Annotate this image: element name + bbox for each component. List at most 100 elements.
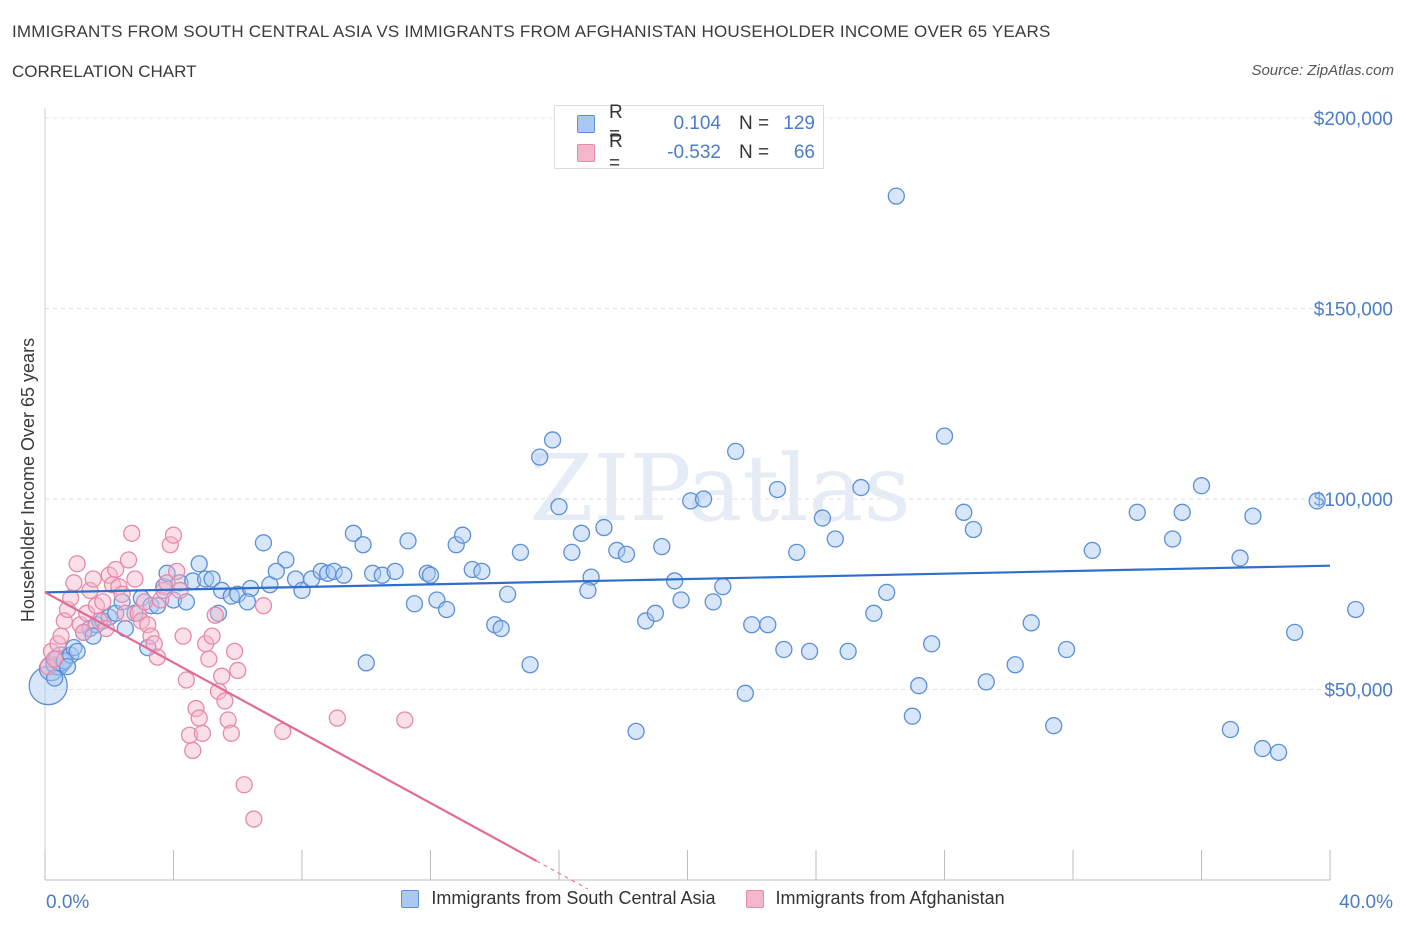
- south-central-asia-point: [1286, 623, 1304, 641]
- afghanistan-point: [254, 597, 273, 615]
- south-central-asia-point: [1128, 503, 1146, 521]
- afghanistan-point: [174, 627, 192, 645]
- legend-n-value-pink: 66: [793, 142, 815, 163]
- south-central-asia-point: [325, 562, 343, 581]
- south-central-asia-point: [768, 480, 787, 499]
- south-central-asia-point: [453, 526, 472, 544]
- south-central-asia-point: [354, 536, 372, 554]
- south-central-asia-point: [28, 666, 68, 706]
- legend-swatch-blue: [401, 889, 420, 908]
- legend-row-pink: R = -0.532 N = 66: [577, 131, 815, 174]
- trend-lines: [44, 564, 1331, 890]
- south-central-asia-point: [203, 570, 221, 588]
- south-central-asia-point: [977, 673, 995, 691]
- south-central-asia-point: [373, 566, 391, 584]
- south-central-asia-point: [1244, 507, 1262, 525]
- south-central-asia-point: [1006, 656, 1024, 674]
- afghanistan-point: [229, 661, 247, 680]
- afghanistan-point: [161, 536, 179, 554]
- south-central-asia-point: [1173, 503, 1191, 521]
- south-central-asia-point: [595, 518, 613, 537]
- afghanistan-point: [45, 650, 64, 668]
- south-central-asia-point: [682, 492, 700, 510]
- south-central-asia-point: [736, 684, 754, 702]
- afghanistan-point: [126, 570, 144, 588]
- legend-item-afghanistan[interactable]: Immigrants from Afghanistan: [745, 888, 1005, 909]
- afghanistan-point: [52, 627, 70, 645]
- south-central-asia-point: [813, 509, 832, 527]
- afghanistan-point: [219, 711, 237, 729]
- afghanistan-point: [187, 699, 205, 718]
- south-central-asia-point: [1192, 477, 1211, 495]
- south-central-asia-point: [68, 642, 86, 661]
- south-central-asia-point: [1045, 717, 1063, 735]
- south-central-asia-point: [759, 616, 777, 634]
- afghanistan-point: [113, 585, 131, 603]
- legend-swatch-pink: [745, 889, 764, 908]
- south-central-asia-point: [964, 520, 983, 539]
- afghanistan-point: [119, 551, 138, 569]
- south-central-asia-point: [1231, 549, 1249, 567]
- legend-label-afghanistan: Immigrants from Afghanistan: [775, 888, 1005, 908]
- afghanistan-point: [213, 667, 231, 685]
- trend-line-afghanistan: [44, 591, 538, 862]
- south-central-asia-point: [498, 585, 517, 603]
- south-central-asia-point: [865, 604, 883, 622]
- south-central-asia-point: [923, 635, 941, 653]
- south-central-asia-point: [727, 442, 745, 461]
- legend-r-label: R =: [609, 131, 623, 174]
- south-central-asia-point: [646, 604, 665, 622]
- source-credit: Source: ZipAtlas.com: [1251, 62, 1394, 79]
- legend-r-value-blue: 0.104: [673, 113, 721, 134]
- south-central-asia-point: [743, 616, 761, 634]
- south-central-asia-point: [955, 503, 973, 521]
- south-central-asia-point: [447, 536, 465, 554]
- legend-r-value-pink: -0.532: [667, 142, 721, 163]
- legend-label-south-central-asia: Immigrants from South Central Asia: [431, 888, 716, 908]
- afghanistan-point: [206, 606, 224, 624]
- south-central-asia-point: [335, 566, 353, 584]
- south-central-asia-point: [58, 657, 77, 676]
- legend-n-value-blue: 129: [783, 113, 815, 134]
- x-tick-labels: 0.0% 40.0%: [46, 892, 1393, 913]
- south-central-asia-point: [935, 427, 954, 445]
- south-central-asia-point: [521, 656, 539, 674]
- south-central-asia-point: [579, 581, 597, 600]
- afghanistan-point: [74, 623, 93, 641]
- afghanistan-point: [396, 711, 414, 729]
- legend-swatch-blue: [577, 115, 595, 133]
- y-axis-label: Householder Income Over 65 years: [18, 338, 38, 622]
- south-central-asia-point: [1083, 541, 1101, 560]
- south-central-asia-point: [531, 448, 549, 466]
- south-central-asia-point: [267, 562, 285, 581]
- legend-n-label: N =: [739, 142, 770, 163]
- south-central-asia-point: [666, 572, 684, 590]
- afghanistan-point: [116, 604, 134, 622]
- afghanistan-point: [164, 526, 183, 544]
- afghanistan-point: [245, 810, 263, 828]
- south-central-asia-point: [357, 654, 375, 672]
- legend-row-blue: R = 0.104 N = 129: [577, 102, 815, 145]
- chart-title: IMMIGRANTS FROM SOUTH CENTRAL ASIA VS IM…: [12, 22, 1051, 41]
- south-central-asia-point: [910, 677, 928, 695]
- afghanistan-point: [151, 591, 170, 609]
- south-central-asia-point: [878, 583, 896, 601]
- series-legend: Immigrants from South Central Asia Immig…: [0, 888, 1406, 909]
- legend-swatch-pink: [577, 144, 595, 162]
- south-central-asia-point: [84, 627, 102, 645]
- south-central-asia-point: [190, 555, 208, 573]
- south-central-asia-point: [213, 581, 231, 600]
- south-central-asia-point: [437, 600, 456, 619]
- legend-item-south-central-asia[interactable]: Immigrants from South Central Asia: [401, 888, 716, 909]
- afghanistan-point: [225, 642, 244, 661]
- south-central-asia-point: [550, 497, 568, 516]
- afghanistan-point: [200, 650, 218, 668]
- south-central-asia-point: [543, 431, 562, 449]
- south-central-asia-point: [903, 707, 922, 725]
- south-central-asia-point: [672, 591, 690, 609]
- afghanistan-point: [216, 692, 234, 710]
- south-central-asia-point: [312, 562, 330, 581]
- south-central-asia-point: [1221, 720, 1240, 739]
- south-central-asia-point: [800, 642, 819, 661]
